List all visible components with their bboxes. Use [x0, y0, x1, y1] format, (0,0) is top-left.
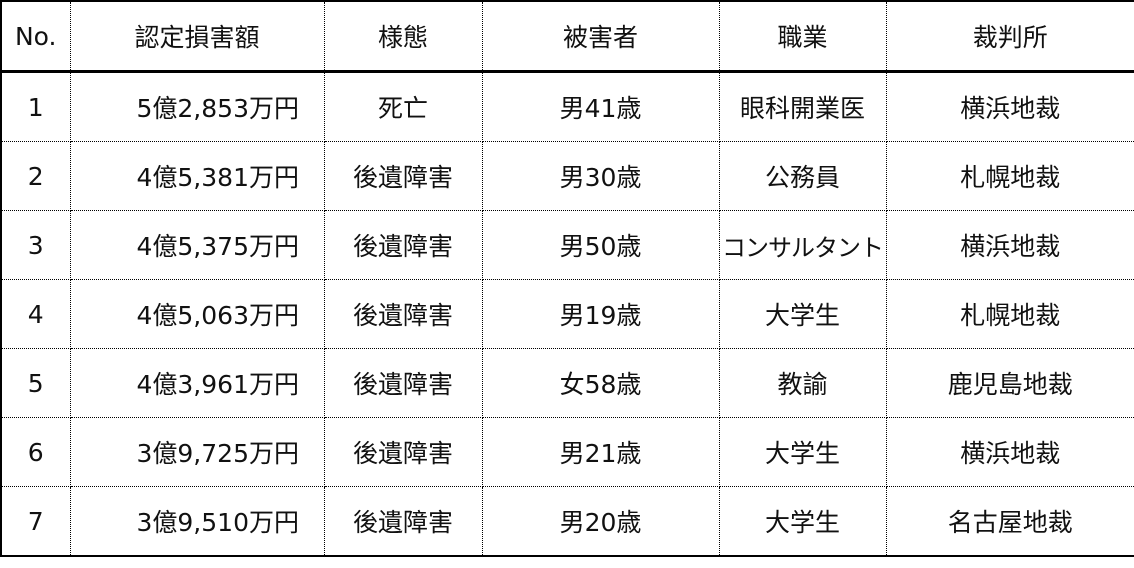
table-row: 3 4億5,375万円 後遺障害 男50歳 コンサルタント 横浜地裁	[1, 210, 1134, 280]
header-type: 様態	[323, 0, 483, 73]
cell-amount: 3億9,510万円	[69, 486, 325, 556]
cell-no: 7	[1, 486, 71, 556]
cell-victim: 男41歳	[481, 71, 720, 142]
cell-occupation: 教諭	[718, 348, 887, 418]
cell-no: 1	[1, 71, 71, 142]
header-victim: 被害者	[481, 0, 720, 73]
cell-type: 後遺障害	[323, 417, 483, 487]
table-row: 7 3億9,510万円 後遺障害 男20歳 大学生 名古屋地裁	[1, 486, 1134, 556]
cell-victim: 男20歳	[481, 486, 720, 556]
cell-court: 鹿児島地裁	[885, 348, 1134, 418]
cell-victim: 男50歳	[481, 210, 720, 280]
cell-type: 後遺障害	[323, 348, 483, 418]
cell-victim: 男19歳	[481, 279, 720, 349]
cell-type: 死亡	[323, 71, 483, 142]
header-amount: 認定損害額	[69, 0, 325, 73]
header-row: No. 認定損害額 様態 被害者 職業 裁判所	[1, 0, 1134, 73]
cell-victim: 女58歳	[481, 348, 720, 418]
table-row: 5 4億3,961万円 後遺障害 女58歳 教諭 鹿児島地裁	[1, 348, 1134, 418]
table-row: 4 4億5,063万円 後遺障害 男19歳 大学生 札幌地裁	[1, 279, 1134, 349]
cell-occupation: コンサルタント	[718, 210, 887, 280]
cell-occupation: 眼科開業医	[718, 71, 887, 142]
cell-court: 名古屋地裁	[885, 486, 1134, 556]
cell-type: 後遺障害	[323, 279, 483, 349]
table-row: 1 5億2,853万円 死亡 男41歳 眼科開業医 横浜地裁	[1, 71, 1134, 142]
cell-amount: 4億3,961万円	[69, 348, 325, 418]
cell-court: 札幌地裁	[885, 279, 1134, 349]
cell-type: 後遺障害	[323, 210, 483, 280]
header-no: No.	[1, 0, 71, 73]
cell-occupation: 大学生	[718, 486, 887, 556]
cell-no: 4	[1, 279, 71, 349]
cell-amount: 4億5,381万円	[69, 141, 325, 211]
table-row: 6 3億9,725万円 後遺障害 男21歳 大学生 横浜地裁	[1, 417, 1134, 487]
header-court: 裁判所	[885, 0, 1134, 73]
cell-amount: 3億9,725万円	[69, 417, 325, 487]
cell-court: 横浜地裁	[885, 71, 1134, 142]
cell-no: 6	[1, 417, 71, 487]
cell-occupation: 大学生	[718, 279, 887, 349]
cell-court: 札幌地裁	[885, 141, 1134, 211]
cell-court: 横浜地裁	[885, 417, 1134, 487]
cell-no: 2	[1, 141, 71, 211]
cell-no: 3	[1, 210, 71, 280]
cell-occupation: 大学生	[718, 417, 887, 487]
cell-no: 5	[1, 348, 71, 418]
cell-type: 後遺障害	[323, 141, 483, 211]
cell-court: 横浜地裁	[885, 210, 1134, 280]
cell-victim: 男30歳	[481, 141, 720, 211]
table-row: 2 4億5,381万円 後遺障害 男30歳 公務員 札幌地裁	[1, 141, 1134, 211]
header-occupation: 職業	[718, 0, 887, 73]
cell-type: 後遺障害	[323, 486, 483, 556]
cell-amount: 4億5,375万円	[69, 210, 325, 280]
cell-occupation: 公務員	[718, 141, 887, 211]
cell-victim: 男21歳	[481, 417, 720, 487]
cell-amount: 4億5,063万円	[69, 279, 325, 349]
cell-amount: 5億2,853万円	[69, 71, 325, 142]
